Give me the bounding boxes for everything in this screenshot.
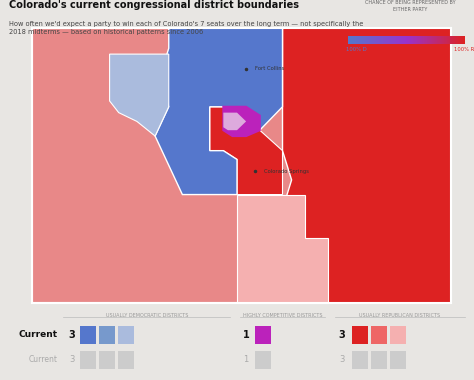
Text: 3: 3	[339, 355, 345, 364]
Text: Fort Collins: Fort Collins	[255, 66, 284, 71]
Text: HIGHLY COMPETITIVE DISTRICTS: HIGHLY COMPETITIVE DISTRICTS	[243, 313, 323, 318]
Polygon shape	[109, 54, 169, 136]
Text: 3: 3	[338, 330, 346, 340]
Text: USUALLY REPUBLICAN DISTRICTS: USUALLY REPUBLICAN DISTRICTS	[359, 313, 440, 318]
Polygon shape	[223, 112, 246, 130]
Bar	[99, 351, 115, 369]
Polygon shape	[32, 28, 451, 303]
Bar	[80, 351, 96, 369]
Bar	[80, 326, 96, 344]
Bar	[371, 326, 387, 344]
Text: CHANCE OF BEING REPRESENTED BY
EITHER PARTY: CHANCE OF BEING REPRESENTED BY EITHER PA…	[365, 0, 456, 12]
Polygon shape	[210, 107, 283, 195]
Text: Current: Current	[29, 355, 58, 364]
Polygon shape	[237, 195, 328, 303]
Bar	[99, 326, 115, 344]
Text: 1: 1	[243, 330, 249, 340]
Bar	[352, 351, 368, 369]
Text: 3: 3	[69, 355, 75, 364]
Bar	[255, 326, 271, 344]
Text: USUALLY DEMOCRATIC DISTRICTS: USUALLY DEMOCRATIC DISTRICTS	[106, 313, 188, 318]
Text: How often we'd expect a party to win each of Colorado's 7 seats over the long te: How often we'd expect a party to win eac…	[9, 21, 364, 35]
Bar	[390, 351, 406, 369]
Text: 100% R: 100% R	[454, 47, 474, 52]
Text: 1: 1	[243, 355, 249, 364]
Bar	[255, 351, 271, 369]
Text: Colorado Springs: Colorado Springs	[264, 169, 310, 174]
Polygon shape	[283, 28, 451, 303]
Polygon shape	[223, 107, 260, 136]
Polygon shape	[155, 28, 283, 195]
Bar	[352, 326, 368, 344]
Bar	[118, 326, 134, 344]
Text: Current: Current	[19, 330, 58, 339]
Text: 100% D: 100% D	[346, 47, 367, 52]
Text: 3: 3	[69, 330, 75, 340]
Bar	[118, 351, 134, 369]
Bar	[390, 326, 406, 344]
Text: Colorado's current congressional district boundaries: Colorado's current congressional distric…	[9, 0, 300, 10]
Bar	[371, 351, 387, 369]
